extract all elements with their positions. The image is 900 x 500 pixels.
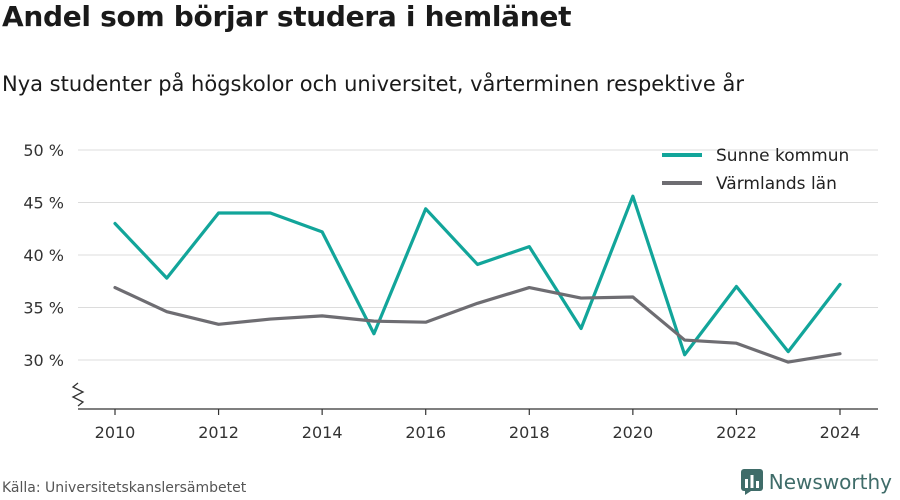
gridlines xyxy=(78,149,878,361)
series-line-1 xyxy=(113,194,842,357)
chart-title: Andel som börjar studera i hemlänet xyxy=(2,0,572,33)
x-tick-label: 2022 xyxy=(716,423,757,442)
y-tick-label: 45 % xyxy=(23,194,64,213)
x-tick-label: 2016 xyxy=(405,423,446,442)
y-tick-label: 35 % xyxy=(23,299,64,318)
source-note: Källa: Universitetskanslersämbetet xyxy=(2,480,247,496)
newsworthy-logo-icon xyxy=(740,469,763,495)
x-tick-label: 2024 xyxy=(820,423,861,442)
y-tick-label: 50 % xyxy=(23,141,64,160)
axes: 30 % 35 % 40 % 45 % 50 % 2010 2012 2014 2016 2018… xyxy=(23,141,878,442)
x-tick-label: 2012 xyxy=(198,423,239,442)
legend-label: Värmlands län xyxy=(716,174,837,194)
y-tick-label: 40 % xyxy=(23,246,64,265)
x-tick-label: 2018 xyxy=(509,423,550,442)
x-tick-label: 2014 xyxy=(302,423,343,442)
line-chart: 30 % 35 % 40 % 45 % 50 % 2010 2012 2014 2016 2018… xyxy=(23,141,878,442)
legend: Sunne kommun Värmlands län xyxy=(662,146,849,194)
series-line-2 xyxy=(113,285,842,364)
chart-subtitle: Nya studenter på högskolor och universit… xyxy=(2,72,744,96)
legend-label: Sunne kommun xyxy=(716,146,849,166)
brand-name: Newsworthy xyxy=(768,470,892,494)
axis-break-icon xyxy=(71,382,85,407)
x-tick-label: 2010 xyxy=(95,423,136,442)
brand-logo: Newsworthy xyxy=(740,469,892,495)
y-tick-label: 30 % xyxy=(23,351,64,370)
x-tick-label: 2020 xyxy=(612,423,653,442)
series-lines xyxy=(113,194,842,364)
